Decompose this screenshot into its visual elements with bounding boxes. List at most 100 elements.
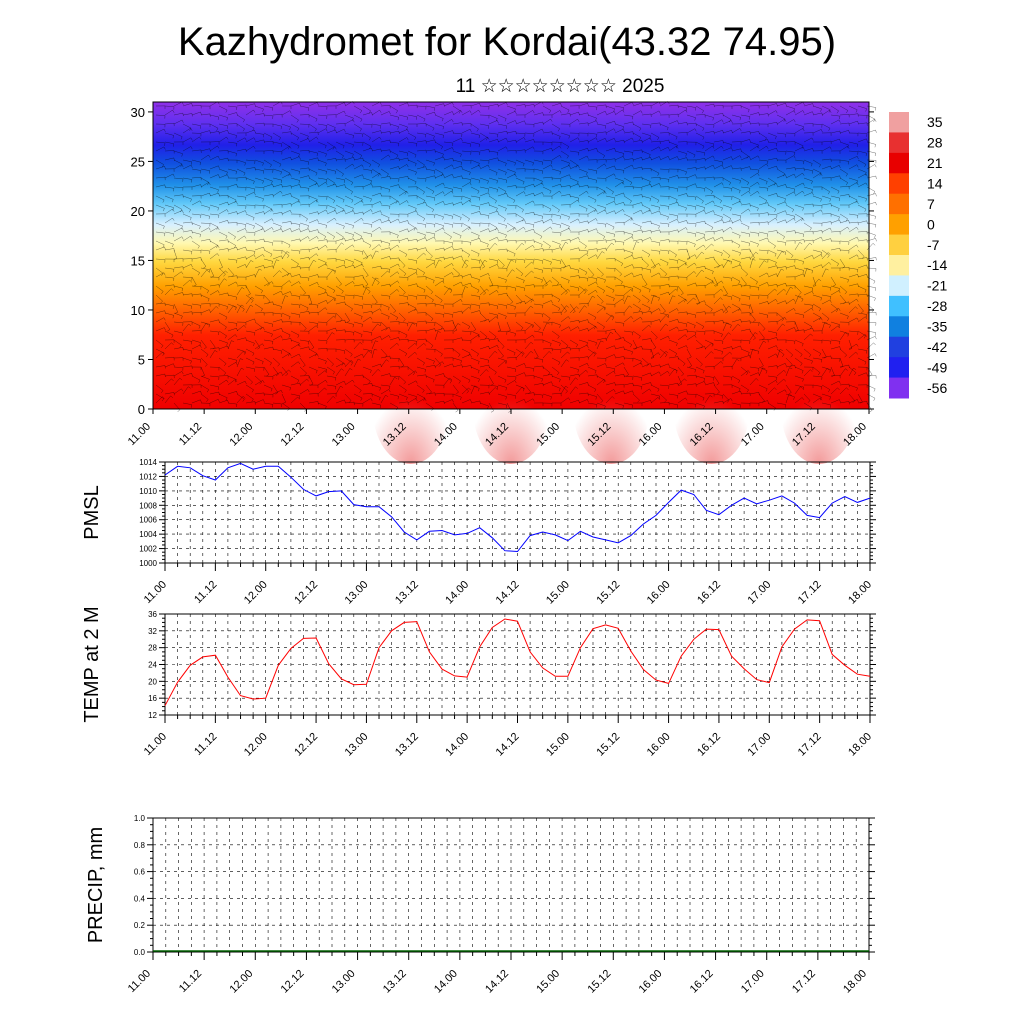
page-subtitle: 11 ☆☆☆☆☆☆☆☆ 2025 [456, 76, 665, 97]
colorbar-box [889, 275, 909, 297]
colorbar-label: 14 [927, 176, 943, 192]
y-axis-label: TEMP at 2 M [81, 606, 103, 722]
y-tick-label: 0.0 [134, 948, 146, 957]
colorbar: 35 28 21 14 7 0 -7 -14 -21 -28 -35 -42 -49 -56 [889, 112, 947, 399]
grid-lines [153, 817, 869, 953]
temp-panel: 12 16 20 24 28 32 36 11.00 11.12 12.00 12.12 13.00 1… [81, 606, 876, 759]
colorbar-label: -49 [927, 359, 947, 375]
colorbar-label: 21 [927, 155, 943, 171]
x-tick-label: 18.00 [846, 731, 874, 759]
precip-panel: 0.0 0.2 0.4 0.6 0.8 1.0 11.00 11.12 12.00 12.12 13… [85, 814, 875, 996]
x-tick-label: 15.00 [544, 731, 572, 759]
page-title: Kazhydromet for Kordai(43.32 74.95) [178, 20, 836, 64]
colorbar-box [889, 214, 909, 236]
y-tick-label: 25 [131, 154, 145, 169]
x-tick-label: 14.00 [432, 968, 460, 996]
colorbar-box [889, 357, 909, 379]
y-axis-label: PMSL [81, 485, 103, 539]
y-tick-label: 15 [131, 253, 145, 268]
x-tick-label: 12.00 [242, 579, 270, 607]
y-tick-label: 5 [138, 352, 145, 367]
x-tick-label: 17.12 [796, 731, 824, 759]
wind-barbs [155, 101, 877, 413]
x-tick-label: 14.00 [443, 579, 471, 607]
colorbar-box [889, 336, 909, 358]
y-tick-label: 36 [148, 610, 157, 619]
x-tick-label: 11.12 [192, 731, 219, 758]
colorbar-label: 28 [927, 135, 943, 151]
colorbar-box [889, 193, 909, 215]
cross-section-y-axis: 0 5 10 15 20 25 30 [131, 105, 874, 417]
colorbar-labels: 35 28 21 14 7 0 -7 -14 -21 -28 -35 -42 -49 -56 [927, 114, 947, 396]
x-tick-label: 16.00 [645, 731, 673, 759]
x-tick-label: 12.12 [292, 731, 320, 759]
x-tick-label: 17.00 [745, 731, 773, 759]
x-tick-label: 12.12 [292, 579, 320, 607]
pmsl-panel: 1000 1002 1004 1006 1008 1010 1012 1014 11.00 11.… [81, 458, 876, 607]
x-tick-label: 17.12 [796, 579, 824, 607]
x-tick-label: 17.00 [739, 968, 767, 996]
x-tick-label: 14.12 [483, 968, 511, 996]
colorbar-box [889, 255, 909, 276]
x-tick-label: 11.00 [142, 731, 169, 758]
y-tick-label: 1002 [139, 545, 157, 554]
x-tick-label: 12.12 [279, 421, 307, 449]
x-tick-label: 13.12 [381, 968, 409, 996]
x-tick-label: 16.12 [688, 968, 716, 996]
grid-lines [165, 461, 870, 564]
y-tick-label: 30 [131, 105, 145, 120]
y-tick-label: 1.0 [134, 814, 146, 823]
colorbar-label: -35 [927, 319, 947, 335]
x-tick-label: 13.12 [393, 731, 421, 759]
y-tick-label: 1004 [139, 530, 157, 539]
grid-lines [165, 613, 870, 716]
y-tick-label: 0.2 [134, 921, 146, 930]
x-tick-label: 15.12 [594, 579, 622, 607]
x-tick-label: 13.00 [330, 968, 358, 996]
x-tick-label: 13.00 [330, 421, 358, 449]
series-line [164, 462, 871, 553]
x-tick-label: 16.12 [695, 731, 723, 759]
colorbar-box [889, 377, 909, 399]
colorbar-label: 35 [927, 114, 943, 130]
x-tick-label: 13.00 [343, 731, 371, 759]
series-line [164, 618, 871, 706]
y-axis-label: PRECIP, mm [85, 827, 107, 943]
x-tick-label: 18.00 [841, 968, 869, 996]
y-tick-label: 1012 [139, 472, 157, 481]
x-tick-label: 16.00 [637, 968, 665, 996]
y-tick-label: 28 [148, 644, 157, 653]
y-tick-label: 16 [148, 694, 157, 703]
x-tick-label: 17.12 [790, 968, 818, 996]
x-tick-label: 11.12 [177, 421, 204, 448]
colorbar-box [889, 173, 909, 195]
y-tick-label: 0.4 [134, 894, 146, 903]
x-tick-label: 14.00 [443, 731, 471, 759]
y-tick-label: 10 [131, 303, 145, 318]
x-tick-label: 15.12 [594, 731, 622, 759]
y-tick-label: 1014 [139, 458, 157, 467]
x-tick-label: 11.12 [192, 579, 219, 606]
x-tick-label: 16.12 [695, 579, 723, 607]
x-tick-label: 14.12 [494, 579, 522, 607]
colorbar-label: 0 [927, 216, 935, 232]
colorbar-label: -14 [927, 257, 947, 273]
colorbar-label: -28 [927, 298, 947, 314]
x-tick-label: 11.00 [126, 968, 153, 995]
y-tick-label: 1006 [139, 516, 157, 525]
x-tick-label: 12.00 [242, 731, 270, 759]
colorbar-boxes [889, 112, 909, 399]
colorbar-box [889, 132, 909, 154]
y-tick-label: 12 [148, 711, 157, 720]
x-tick-label: 12.00 [227, 968, 255, 996]
x-tick-label: 12.12 [279, 968, 307, 996]
colorbar-label: -7 [927, 237, 940, 253]
wind-barb-paths [155, 101, 877, 413]
x-tick-label: 11.00 [126, 421, 153, 448]
colorbar-label: -21 [927, 278, 947, 294]
y-tick-label: 20 [131, 204, 145, 219]
x-tick-label: 15.00 [544, 579, 572, 607]
colorbar-box [889, 234, 909, 256]
y-tick-label: 0 [138, 402, 145, 417]
